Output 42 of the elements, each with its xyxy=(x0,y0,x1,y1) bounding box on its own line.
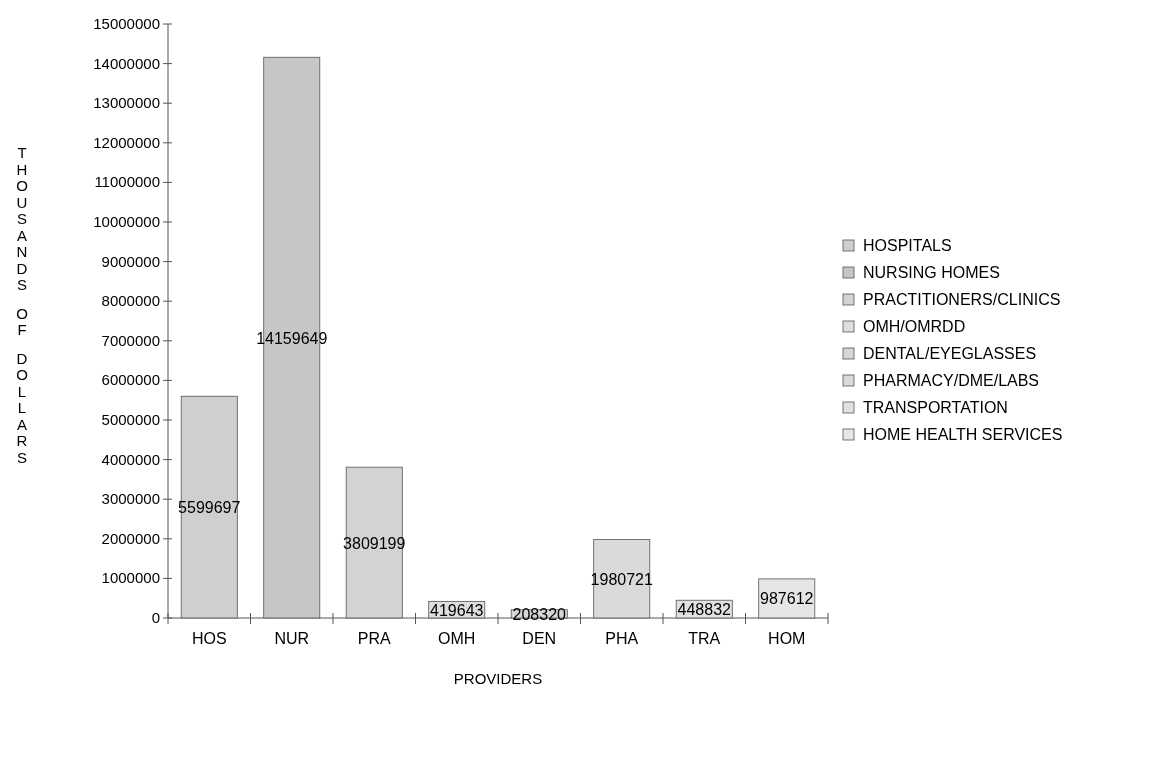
text: THOUSANDS OF DOLLARS xyxy=(16,144,28,466)
legend-label: TRANSPORTATION xyxy=(863,399,1008,416)
legend-label: PRACTITIONERS/CLINICS xyxy=(863,291,1061,308)
y-tick-label: 10000000 xyxy=(93,213,160,230)
x-tick-label: PRA xyxy=(357,630,392,647)
y-tick-label: 13000000 xyxy=(93,94,160,112)
x-tick-label: OMH xyxy=(438,630,476,647)
y-tick-label: 11000000 xyxy=(94,173,160,191)
legend-label: DENTAL/EYEGLASSES xyxy=(863,345,1037,362)
data-label: 448832 xyxy=(677,601,732,619)
legend-label: HOSPITALS xyxy=(863,237,952,254)
legend-label: OMH/OMRDD xyxy=(863,318,966,335)
data-label: 987612 xyxy=(760,590,814,608)
y-tick-label: 0 xyxy=(151,609,160,626)
y-tick-label: 4000000 xyxy=(101,450,160,468)
x-tick-label: DEN xyxy=(522,630,557,647)
y-tick-label: 2000000 xyxy=(101,529,160,547)
legend-label: PHARMACY/DME/LABS xyxy=(863,372,1040,389)
y-tick-label: 7000000 xyxy=(101,331,160,349)
y-tick-label: 15000000 xyxy=(93,15,160,32)
y-tick-label: 14000000 xyxy=(93,54,160,72)
data-label: 3809199 xyxy=(343,534,406,552)
legend-label: NURSING HOMES xyxy=(863,264,1000,281)
y-tick-label: 3000000 xyxy=(101,490,160,508)
y-tick-label: 8000000 xyxy=(101,292,160,310)
x-tick-label: TRA xyxy=(688,630,721,647)
y-tick-label: 6000000 xyxy=(101,371,160,389)
data-label: 14159649 xyxy=(256,329,328,347)
legend-label: HOME HEALTH SERVICES xyxy=(863,426,1063,443)
y-tick-label: 12000000 xyxy=(93,133,160,151)
x-tick-label: PHA xyxy=(605,630,639,647)
data-label: 1980721 xyxy=(590,570,653,588)
data-label: 208320 xyxy=(512,605,567,623)
data-label: 419643 xyxy=(430,601,484,619)
x-tick-label: HOS xyxy=(191,630,227,647)
x-tick-label: NUR xyxy=(274,630,310,647)
x-tick-label: HOM xyxy=(768,630,806,647)
y-tick-label: 9000000 xyxy=(101,252,160,270)
data-label: 5599697 xyxy=(178,499,241,517)
x-axis-title: PROVIDERS xyxy=(453,670,543,687)
y-tick-label: 1000000 xyxy=(101,569,160,587)
y-tick-label: 5000000 xyxy=(101,411,160,428)
